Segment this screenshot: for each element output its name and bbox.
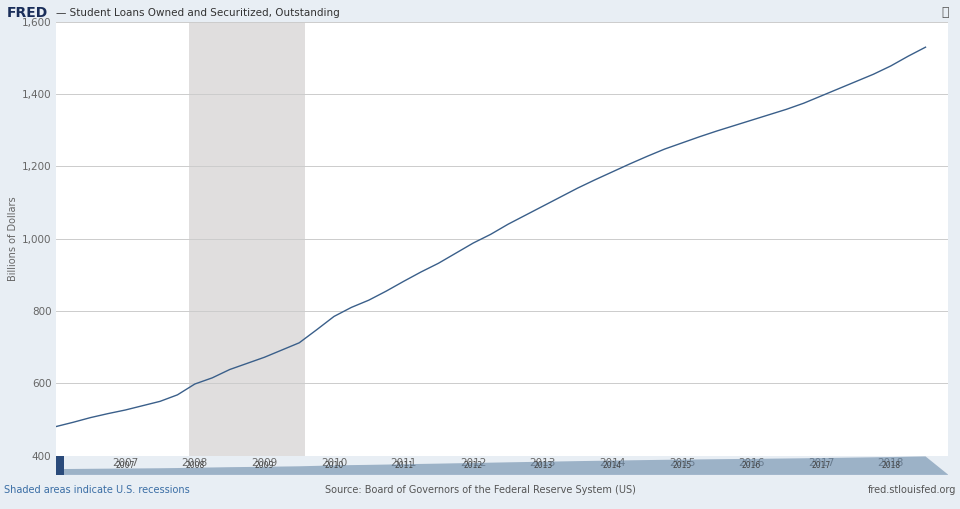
Polygon shape <box>56 457 948 475</box>
Text: 2017: 2017 <box>811 461 830 470</box>
Text: 2015: 2015 <box>672 461 691 470</box>
Y-axis label: Billions of Dollars: Billions of Dollars <box>8 196 17 281</box>
Text: 2009: 2009 <box>254 461 275 470</box>
Text: 2016: 2016 <box>742 461 761 470</box>
Text: fred.stlouisfed.org: fred.stlouisfed.org <box>868 485 956 495</box>
Text: 2007: 2007 <box>115 461 135 470</box>
Text: FRED: FRED <box>7 6 48 20</box>
Bar <box>189 22 305 456</box>
Text: 2008: 2008 <box>185 461 204 470</box>
Text: ⤢: ⤢ <box>941 6 948 19</box>
Text: 2018: 2018 <box>881 461 900 470</box>
Text: — Student Loans Owned and Securitized, Outstanding: — Student Loans Owned and Securitized, O… <box>56 8 340 18</box>
Text: 2010: 2010 <box>324 461 344 470</box>
Text: Source: Board of Governors of the Federal Reserve System (US): Source: Board of Governors of the Federa… <box>324 485 636 495</box>
Text: 2014: 2014 <box>603 461 622 470</box>
Bar <box>56 456 64 475</box>
Text: 2011: 2011 <box>394 461 413 470</box>
Text: Shaded areas indicate U.S. recessions: Shaded areas indicate U.S. recessions <box>4 485 189 495</box>
Text: 2013: 2013 <box>533 461 552 470</box>
Text: 2012: 2012 <box>464 461 483 470</box>
